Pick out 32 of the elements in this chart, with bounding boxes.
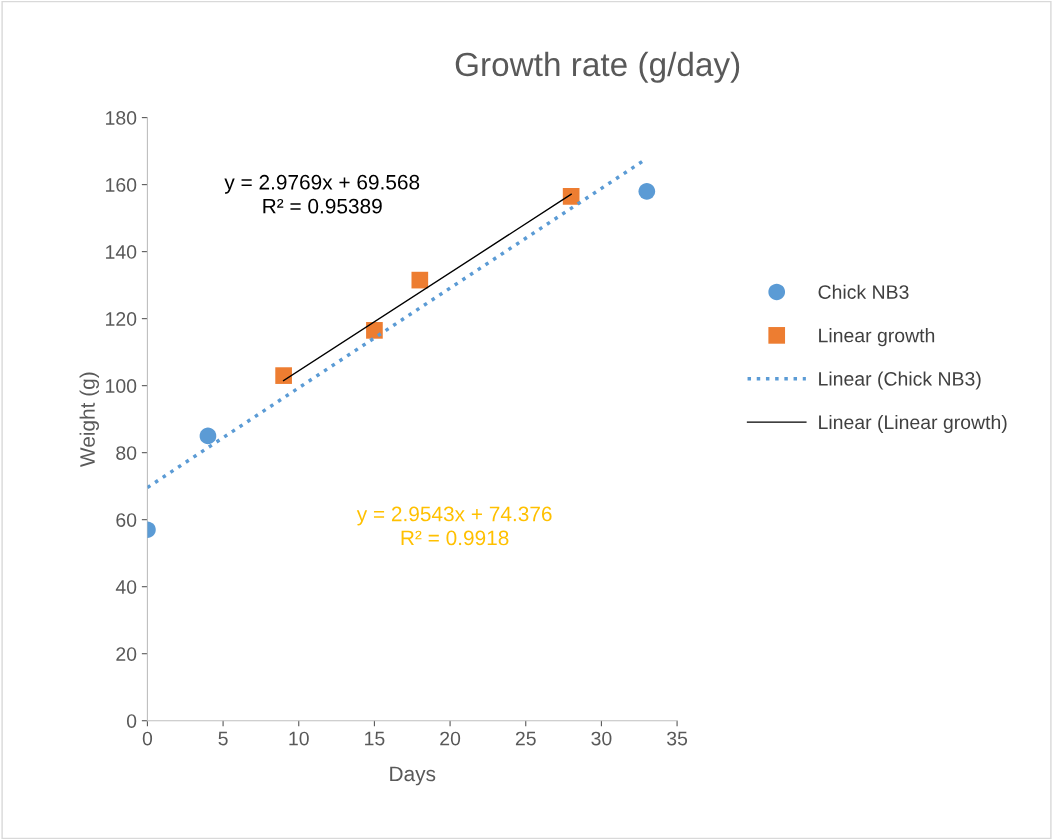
legend-label: Linear growth	[819, 328, 935, 347]
y-tick-label: 180	[106, 111, 137, 125]
legend-label: Linear (Linear growth)	[819, 414, 1007, 434]
legend-label: Linear (Chick NB3)	[819, 371, 981, 390]
x-tick-label: 30	[591, 731, 612, 746]
y-tick-label: 160	[106, 178, 137, 192]
x-tick-label: 15	[365, 731, 385, 746]
x-tick-label: 5	[218, 731, 228, 746]
y-tick-label: 80	[116, 446, 137, 460]
point	[638, 182, 656, 200]
legend-label: Chick NB3	[818, 284, 909, 299]
y-tick-label: 120	[106, 312, 137, 326]
x-axis-title: Days	[390, 766, 436, 786]
x-tick-label: 25	[515, 731, 536, 746]
y-tick-label: 60	[116, 513, 137, 527]
x-tick-label: 20	[440, 731, 461, 746]
point	[411, 271, 429, 289]
chart-title: Growth rate (g/day)	[455, 51, 740, 83]
y-axis-title: Weight (g)	[79, 372, 100, 467]
point	[275, 367, 292, 384]
y-tick-label: 100	[106, 379, 137, 393]
annotation: y = 2.9543x + 74.376 R² = 0.9918	[356, 506, 552, 546]
x-tick-label: 10	[289, 731, 309, 746]
y-tick-label: 0	[126, 714, 137, 728]
annotation: y = 2.9769x + 69.568 R² = 0.95389	[224, 174, 420, 214]
x-tick-label: 0	[142, 731, 153, 746]
y-tick-label: 40	[115, 580, 137, 594]
point	[562, 188, 580, 205]
y-tick-label: 20	[116, 647, 137, 661]
y-tick-label: 140	[106, 245, 137, 259]
x-tick-label: 35	[667, 731, 688, 746]
point	[199, 427, 217, 445]
